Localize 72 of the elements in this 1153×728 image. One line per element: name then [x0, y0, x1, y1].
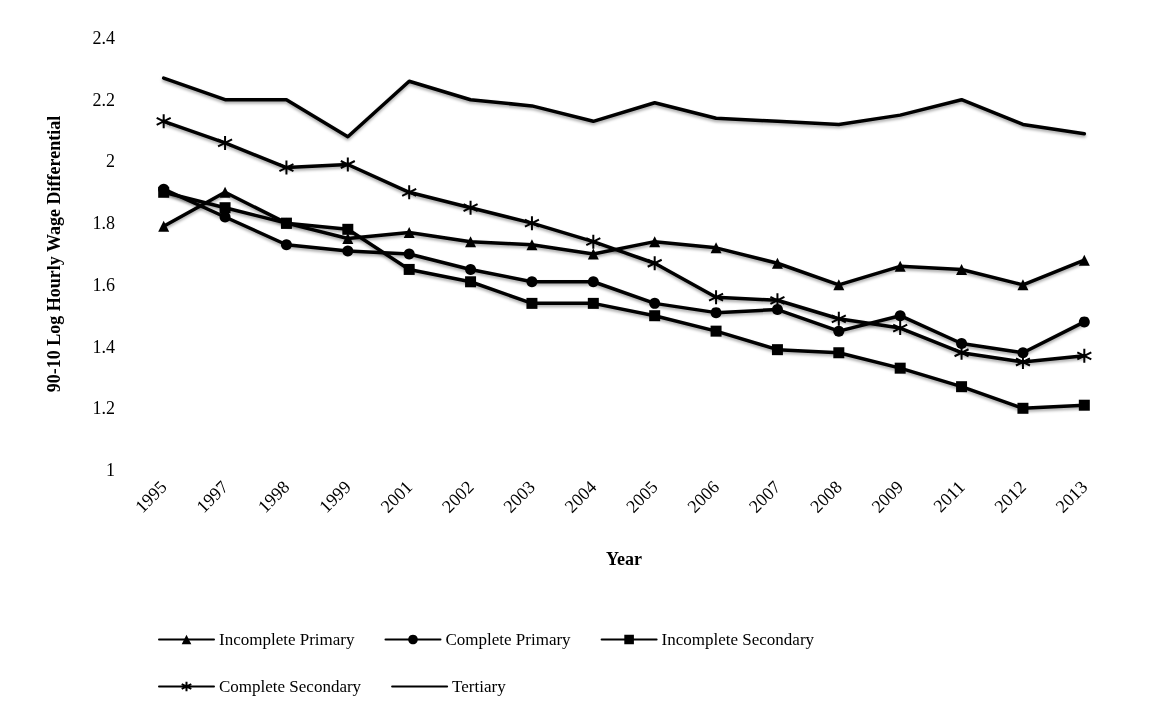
point [833, 347, 845, 359]
legend-label: Incomplete Primary [219, 630, 355, 649]
point [465, 236, 477, 248]
point [526, 239, 538, 251]
point [830, 310, 847, 327]
point [649, 236, 661, 248]
point [708, 289, 725, 306]
point [771, 257, 783, 269]
y-tick-label: 1.6 [92, 274, 115, 295]
point [339, 156, 356, 173]
point [526, 276, 538, 288]
y-tick-label: 1.2 [92, 398, 115, 419]
point [155, 113, 172, 130]
point [278, 159, 295, 176]
point [217, 134, 234, 151]
legend-label: Incomplete Secondary [661, 630, 815, 649]
point [649, 310, 661, 322]
point [342, 245, 354, 257]
point [401, 184, 418, 201]
point [523, 215, 540, 232]
point [833, 279, 845, 291]
point [771, 304, 783, 316]
legend-label: Tertiary [452, 677, 507, 696]
y-tick-label: 1.4 [92, 336, 115, 357]
point [1078, 399, 1090, 411]
y-tick-label: 1 [106, 460, 115, 480]
y-tick-label: 2.2 [92, 89, 115, 110]
point [1078, 254, 1090, 266]
point [280, 239, 292, 251]
point [465, 263, 477, 275]
point [219, 186, 231, 198]
point [1078, 316, 1090, 328]
point [894, 260, 906, 272]
point [1076, 347, 1093, 364]
y-tick-label: 1.8 [92, 213, 115, 234]
point [956, 337, 968, 349]
point [956, 381, 968, 393]
point [526, 297, 538, 309]
point [833, 325, 845, 337]
point [894, 362, 906, 374]
point [585, 233, 602, 250]
point [646, 255, 663, 272]
y-tick-label: 2.4 [92, 28, 115, 48]
point [587, 297, 599, 309]
point [1017, 347, 1029, 359]
point [710, 325, 722, 337]
point [342, 233, 354, 245]
point [587, 248, 599, 260]
point [403, 248, 415, 260]
point [710, 307, 722, 319]
point [771, 344, 783, 356]
point [892, 320, 909, 337]
point [649, 297, 661, 309]
point [219, 202, 231, 214]
y-tick-label: 2 [106, 151, 115, 172]
point [342, 223, 354, 235]
legend-label: Complete Primary [445, 630, 572, 649]
point [1017, 279, 1029, 291]
y-axis-title: 90-10 Log Hourly Wage Differential [44, 115, 64, 393]
point [710, 242, 722, 254]
point [465, 276, 477, 288]
point [956, 263, 968, 275]
x-axis-title: Year [606, 549, 642, 569]
point [587, 276, 599, 288]
legend-label: Complete Secondary [219, 677, 362, 696]
line-series [161, 76, 1087, 139]
point [403, 263, 415, 275]
point [158, 220, 170, 232]
point [403, 226, 415, 238]
point [1017, 402, 1029, 414]
point [894, 310, 906, 322]
point [462, 199, 479, 216]
